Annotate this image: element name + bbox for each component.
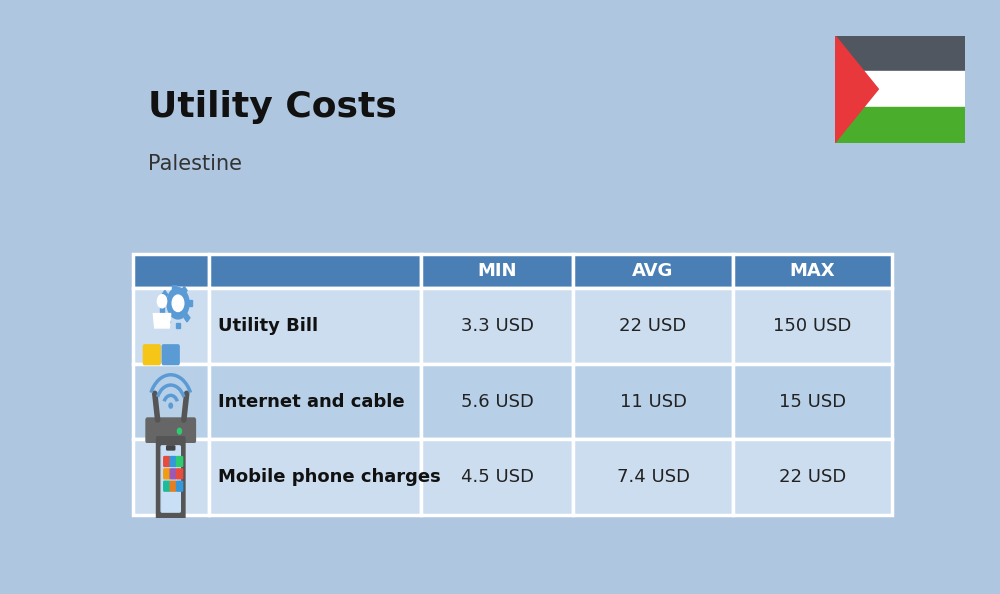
FancyBboxPatch shape bbox=[133, 288, 209, 364]
Bar bbox=[181, 286, 187, 295]
Bar bbox=[176, 323, 180, 328]
FancyBboxPatch shape bbox=[209, 440, 421, 515]
FancyBboxPatch shape bbox=[209, 364, 421, 440]
FancyBboxPatch shape bbox=[733, 364, 892, 440]
Text: Internet and cable: Internet and cable bbox=[218, 393, 405, 410]
Bar bbox=[162, 290, 168, 299]
Bar bbox=[160, 306, 164, 312]
FancyBboxPatch shape bbox=[156, 435, 185, 521]
FancyBboxPatch shape bbox=[177, 457, 183, 466]
FancyBboxPatch shape bbox=[164, 457, 170, 466]
FancyBboxPatch shape bbox=[170, 469, 176, 479]
FancyBboxPatch shape bbox=[164, 481, 170, 491]
FancyBboxPatch shape bbox=[146, 418, 195, 443]
Text: AVG: AVG bbox=[632, 262, 674, 280]
FancyBboxPatch shape bbox=[162, 345, 179, 365]
FancyBboxPatch shape bbox=[177, 469, 183, 479]
Circle shape bbox=[177, 428, 181, 434]
Polygon shape bbox=[835, 36, 878, 143]
Text: Mobile phone charges: Mobile phone charges bbox=[218, 468, 441, 486]
FancyBboxPatch shape bbox=[167, 446, 175, 450]
FancyBboxPatch shape bbox=[170, 457, 176, 466]
Bar bbox=[188, 301, 192, 306]
Circle shape bbox=[169, 403, 172, 408]
FancyBboxPatch shape bbox=[733, 254, 892, 288]
Text: 5.6 USD: 5.6 USD bbox=[461, 393, 534, 410]
Bar bbox=[172, 284, 176, 290]
FancyBboxPatch shape bbox=[573, 254, 733, 288]
FancyBboxPatch shape bbox=[421, 254, 573, 288]
Bar bbox=[835, 107, 965, 143]
FancyBboxPatch shape bbox=[133, 364, 209, 440]
Text: 22 USD: 22 USD bbox=[619, 317, 687, 335]
Text: MAX: MAX bbox=[790, 262, 835, 280]
Text: Palestine: Palestine bbox=[148, 154, 242, 173]
Text: 11 USD: 11 USD bbox=[620, 393, 687, 410]
FancyBboxPatch shape bbox=[573, 288, 733, 364]
Polygon shape bbox=[153, 314, 171, 328]
FancyBboxPatch shape bbox=[170, 481, 176, 491]
FancyBboxPatch shape bbox=[733, 440, 892, 515]
Circle shape bbox=[167, 287, 189, 319]
Text: 22 USD: 22 USD bbox=[779, 468, 846, 486]
Text: 7.4 USD: 7.4 USD bbox=[617, 468, 690, 486]
Text: 4.5 USD: 4.5 USD bbox=[461, 468, 534, 486]
FancyBboxPatch shape bbox=[573, 364, 733, 440]
FancyBboxPatch shape bbox=[421, 288, 573, 364]
Text: Utility Costs: Utility Costs bbox=[148, 90, 397, 124]
Circle shape bbox=[157, 295, 167, 308]
FancyBboxPatch shape bbox=[421, 364, 573, 440]
Bar bbox=[835, 36, 965, 71]
Bar bbox=[184, 314, 190, 322]
FancyBboxPatch shape bbox=[421, 440, 573, 515]
FancyBboxPatch shape bbox=[133, 254, 209, 288]
Circle shape bbox=[172, 295, 184, 311]
FancyBboxPatch shape bbox=[209, 254, 421, 288]
FancyBboxPatch shape bbox=[161, 446, 180, 512]
FancyBboxPatch shape bbox=[143, 345, 160, 365]
Text: 150 USD: 150 USD bbox=[773, 317, 852, 335]
FancyBboxPatch shape bbox=[733, 288, 892, 364]
FancyBboxPatch shape bbox=[164, 469, 170, 479]
FancyBboxPatch shape bbox=[573, 440, 733, 515]
Bar bbox=[165, 318, 171, 326]
FancyBboxPatch shape bbox=[177, 481, 183, 491]
Text: 15 USD: 15 USD bbox=[779, 393, 846, 410]
FancyBboxPatch shape bbox=[133, 440, 209, 515]
Bar bbox=[835, 71, 965, 107]
FancyBboxPatch shape bbox=[209, 288, 421, 364]
Text: 3.3 USD: 3.3 USD bbox=[461, 317, 534, 335]
Text: MIN: MIN bbox=[478, 262, 517, 280]
Text: Utility Bill: Utility Bill bbox=[218, 317, 318, 335]
